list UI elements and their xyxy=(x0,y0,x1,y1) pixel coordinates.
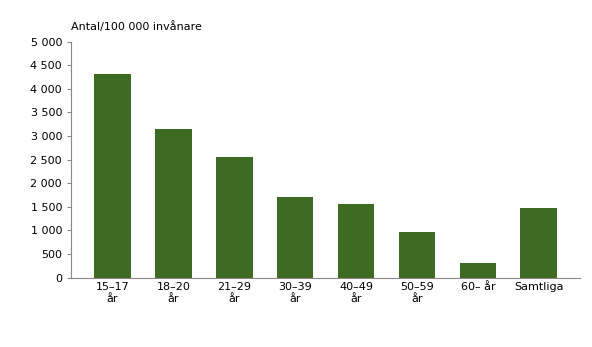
Bar xyxy=(338,204,374,278)
Bar xyxy=(277,197,313,278)
Bar xyxy=(398,232,435,278)
Bar xyxy=(520,208,557,278)
Bar xyxy=(155,129,192,278)
Bar xyxy=(216,157,253,278)
Text: Antal/100 000 invånare: Antal/100 000 invånare xyxy=(71,21,202,32)
Bar xyxy=(459,263,496,278)
Bar xyxy=(94,74,131,278)
